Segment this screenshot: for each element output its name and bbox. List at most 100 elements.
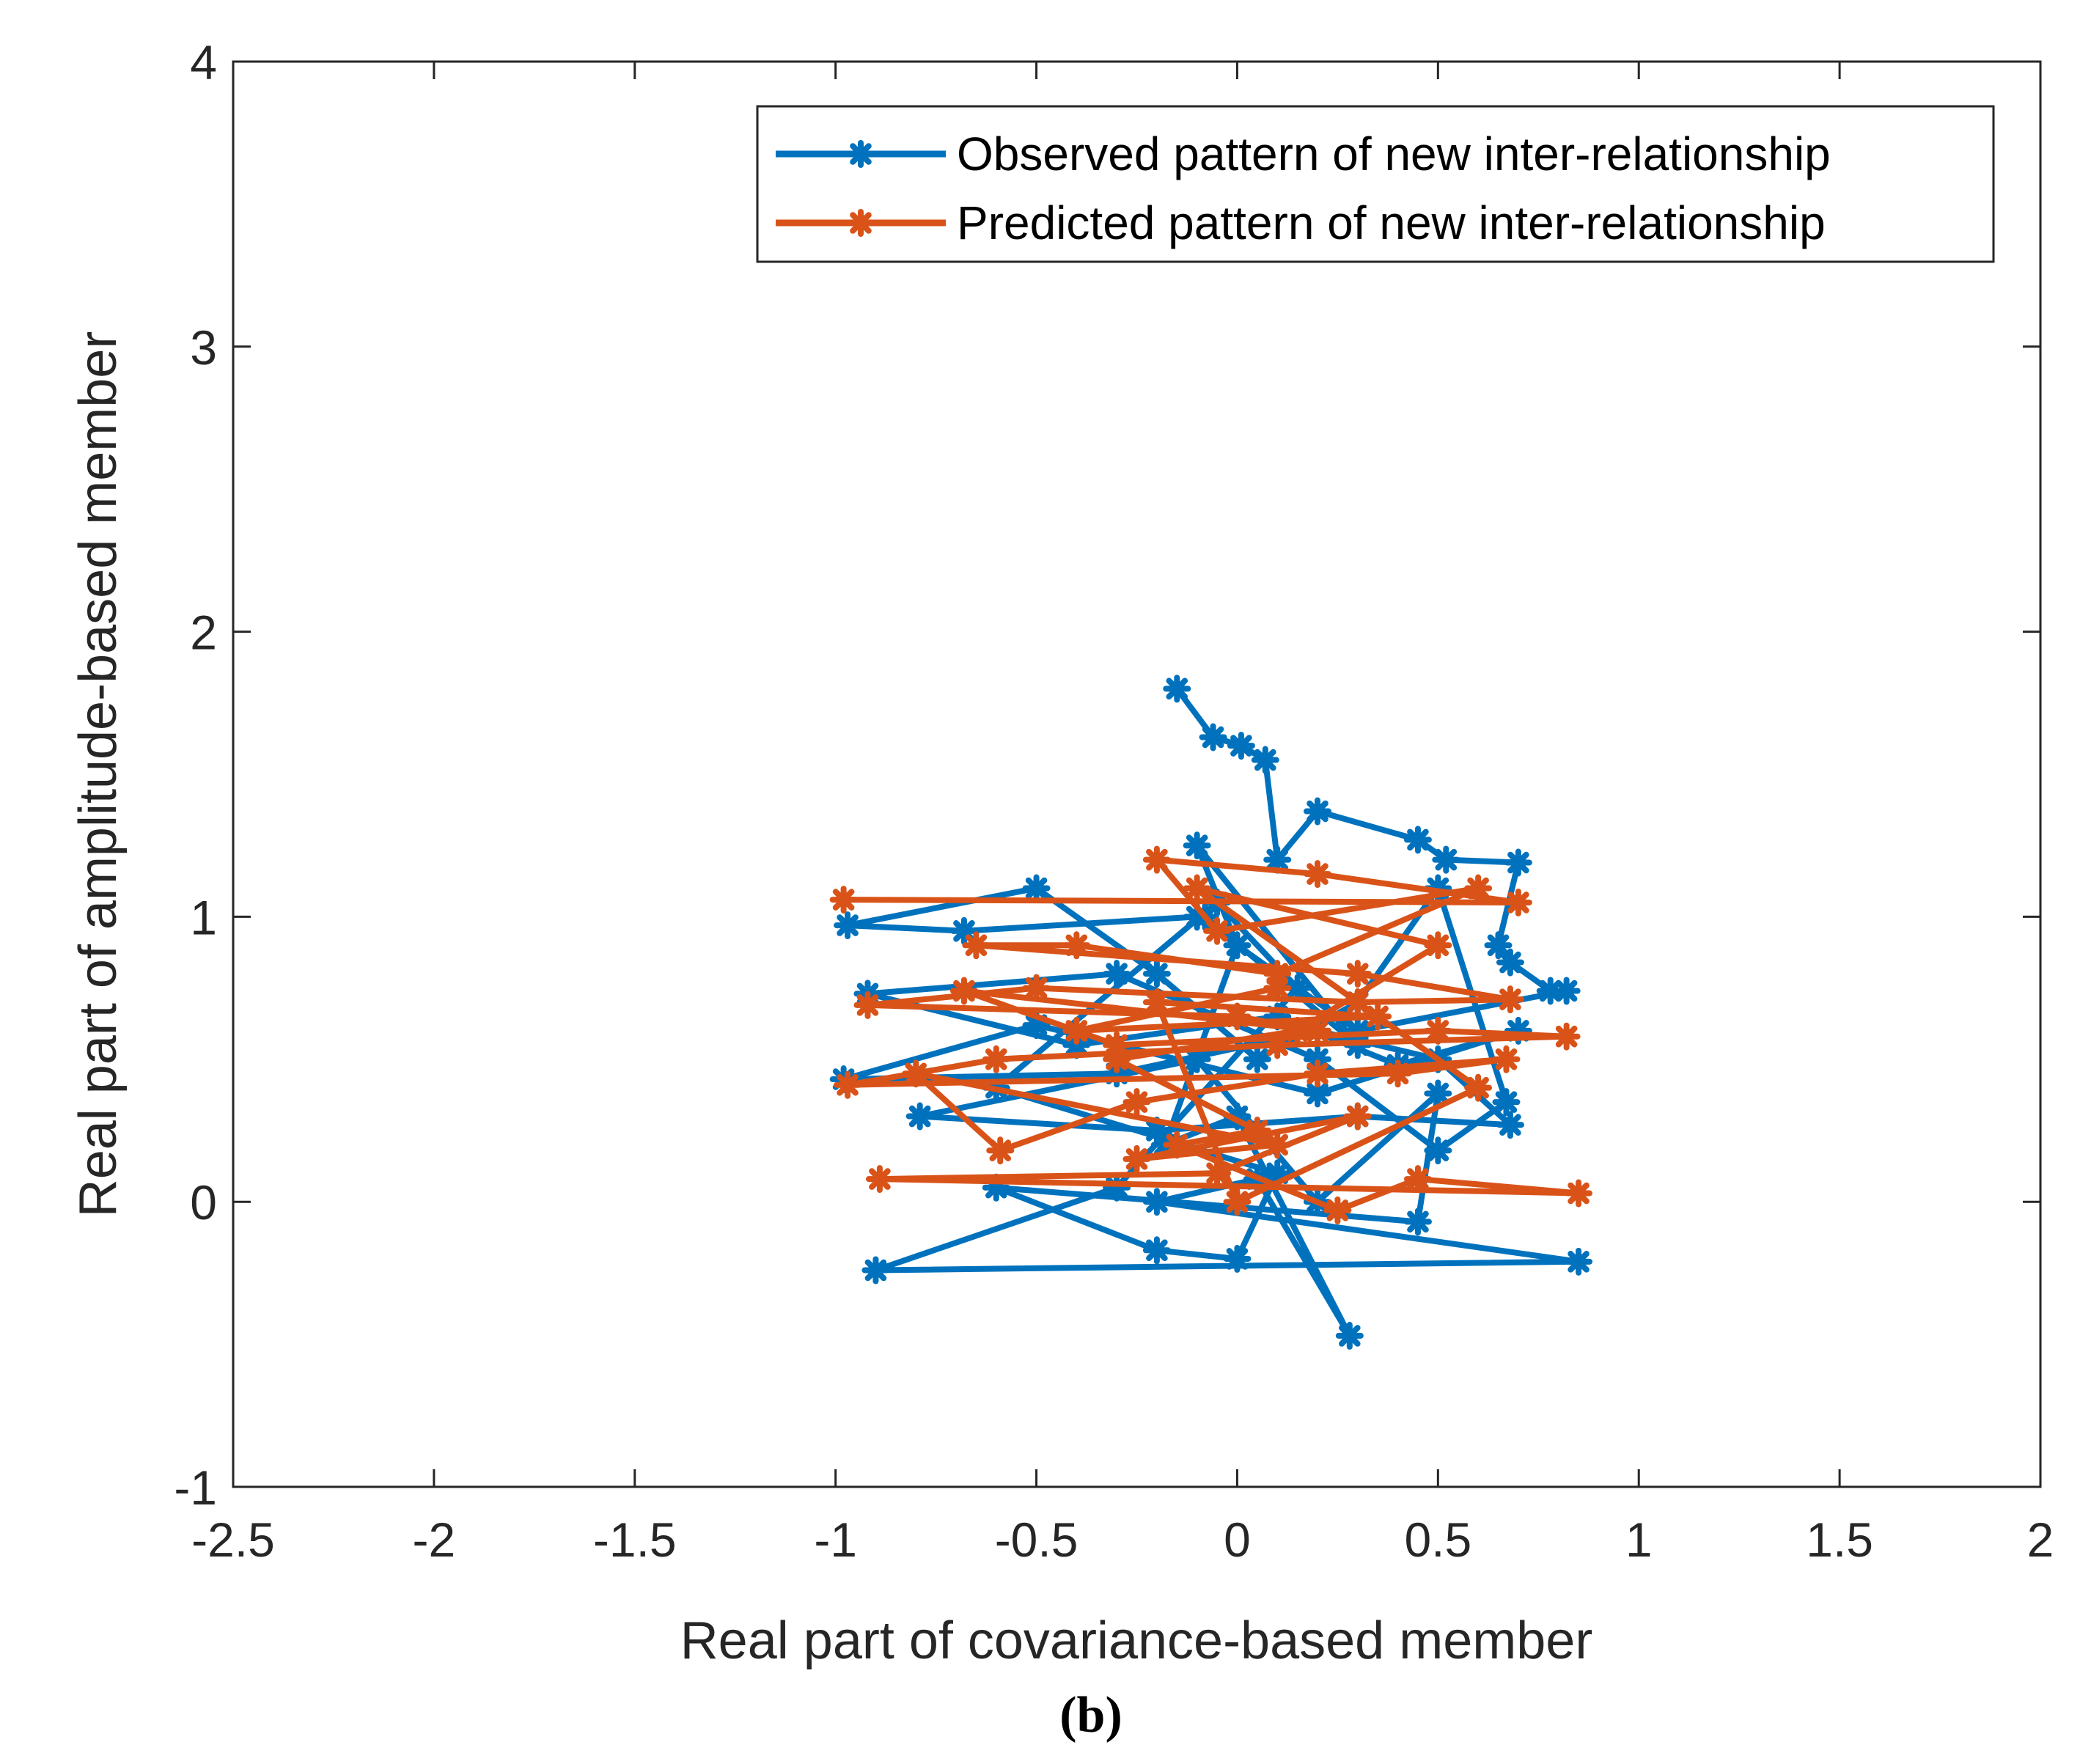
data-point bbox=[1142, 1188, 1171, 1216]
data-point bbox=[1163, 1131, 1191, 1159]
data-point bbox=[1142, 845, 1171, 874]
data-point bbox=[853, 991, 882, 1019]
legend-box bbox=[756, 105, 1995, 263]
data-point bbox=[1243, 1045, 1271, 1073]
data-point bbox=[1403, 1208, 1432, 1236]
x-tick-label: -2.5 bbox=[191, 1513, 275, 1567]
x-axis-title: Real part of covariance-based member bbox=[680, 1612, 1593, 1670]
data-point bbox=[1062, 1016, 1091, 1045]
data-point bbox=[1335, 1321, 1364, 1350]
data-point bbox=[1142, 960, 1171, 988]
data-point bbox=[1343, 988, 1372, 1017]
y-axis: -1 0 1 2 3 4 bbox=[174, 35, 2040, 1515]
data-point bbox=[1223, 931, 1252, 960]
data-point bbox=[1122, 1088, 1151, 1117]
data-point bbox=[1464, 874, 1493, 903]
data-point bbox=[1424, 931, 1452, 960]
data-point bbox=[1283, 1016, 1312, 1045]
x-tick-label: 0.5 bbox=[1404, 1513, 1471, 1567]
data-point bbox=[1464, 1073, 1493, 1102]
x-tick-label: -2 bbox=[413, 1513, 456, 1567]
data-point bbox=[962, 931, 991, 960]
data-point bbox=[1022, 974, 1051, 1002]
data-point bbox=[1263, 974, 1292, 1002]
data-point bbox=[1484, 931, 1513, 960]
x-tick-label: 1 bbox=[1625, 1513, 1653, 1567]
data-point bbox=[1343, 960, 1372, 988]
data-point bbox=[1223, 1188, 1252, 1216]
data-point bbox=[1432, 845, 1460, 874]
data-point bbox=[1304, 797, 1331, 826]
x-tick-label: -1 bbox=[814, 1513, 857, 1567]
data-point bbox=[1383, 1059, 1412, 1088]
data-point bbox=[1243, 1117, 1271, 1144]
data-point bbox=[1199, 723, 1227, 751]
x-tick-label: 0 bbox=[1224, 1513, 1251, 1567]
data-point bbox=[1227, 732, 1255, 760]
data-point bbox=[834, 1070, 862, 1099]
data-point bbox=[1536, 977, 1565, 1005]
data-point bbox=[1565, 1247, 1593, 1276]
legend-label-predicted: Predicted pattern of new inter-relations… bbox=[957, 196, 1826, 249]
data-point bbox=[1565, 1179, 1593, 1208]
data-point bbox=[1492, 1088, 1521, 1117]
data-point bbox=[1504, 848, 1532, 877]
y-tick-label: -1 bbox=[174, 1460, 217, 1515]
legend-marker-observed bbox=[847, 140, 875, 168]
data-point bbox=[1251, 746, 1279, 774]
data-point bbox=[1496, 1111, 1524, 1139]
x-axis: -2.5 -2 -1.5 -1 -0.5 0 0.5 1 1.5 2 bbox=[191, 62, 2054, 1567]
data-point bbox=[1343, 1102, 1372, 1131]
data-point bbox=[834, 911, 862, 940]
data-point bbox=[1492, 1045, 1521, 1073]
series-1 bbox=[829, 845, 1593, 1224]
legend-label-observed: Observed pattern of new inter-relationsh… bbox=[957, 128, 1831, 180]
data-point bbox=[902, 1059, 930, 1088]
data-point bbox=[1223, 1002, 1252, 1031]
data-point bbox=[1203, 1159, 1232, 1188]
data-point bbox=[865, 1165, 894, 1194]
x-tick-label: 1.5 bbox=[1806, 1513, 1873, 1567]
data-point bbox=[1142, 988, 1171, 1017]
data-point bbox=[1122, 1144, 1151, 1173]
data-point bbox=[1103, 1173, 1131, 1202]
data-point bbox=[1203, 916, 1232, 945]
figure-caption: (b) bbox=[1059, 1687, 1122, 1743]
y-axis-title: Real part of amplitude-based member bbox=[69, 331, 128, 1218]
x-tick-label: -0.5 bbox=[995, 1513, 1078, 1567]
y-tick-label: 0 bbox=[190, 1175, 217, 1230]
x-tick-label: 2 bbox=[2027, 1513, 2054, 1567]
data-point bbox=[1552, 1022, 1581, 1051]
data-point bbox=[1142, 1236, 1171, 1265]
data-point bbox=[1323, 1196, 1352, 1224]
data-point bbox=[1163, 675, 1191, 703]
data-point bbox=[1364, 1002, 1392, 1031]
x-tick-label: -1.5 bbox=[593, 1513, 677, 1567]
legend: Observed pattern of new inter-relationsh… bbox=[756, 105, 1995, 263]
data-point bbox=[861, 1256, 890, 1285]
series-layer bbox=[829, 675, 1593, 1350]
data-point bbox=[1263, 1031, 1292, 1059]
data-point bbox=[1304, 1059, 1331, 1088]
data-point bbox=[1552, 977, 1581, 1005]
plot-frame bbox=[232, 60, 2042, 1488]
data-point bbox=[1223, 1244, 1252, 1273]
data-point bbox=[1103, 960, 1131, 988]
data-point bbox=[986, 1136, 1015, 1165]
data-point bbox=[1496, 985, 1524, 1014]
data-point bbox=[1504, 888, 1532, 916]
data-point bbox=[905, 1102, 934, 1131]
data-point bbox=[1403, 1165, 1432, 1194]
data-point bbox=[1062, 931, 1091, 960]
data-point bbox=[982, 1045, 1010, 1073]
data-point bbox=[1263, 1131, 1292, 1159]
y-tick-label: 1 bbox=[190, 890, 217, 944]
data-point bbox=[829, 886, 858, 914]
data-point bbox=[1183, 831, 1211, 860]
data-point bbox=[1304, 1016, 1331, 1045]
data-point bbox=[1183, 874, 1211, 903]
data-point bbox=[1424, 1016, 1452, 1045]
legend-asterisk bbox=[847, 140, 875, 168]
data-point bbox=[949, 977, 978, 1005]
